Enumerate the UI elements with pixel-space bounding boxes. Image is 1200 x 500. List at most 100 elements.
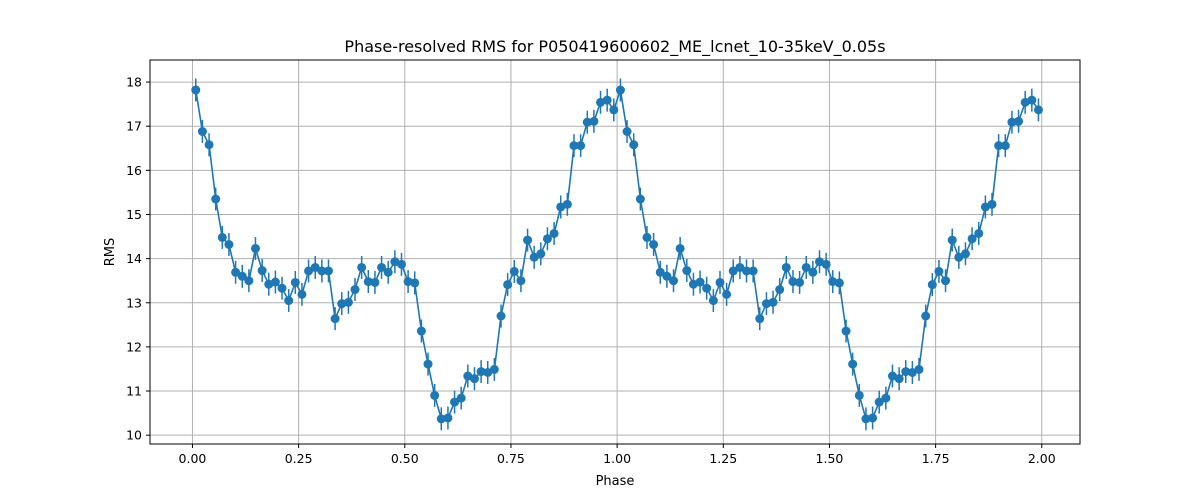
data-point [396,259,406,269]
y-tick-label: 16 [126,163,142,178]
data-point [516,276,526,286]
data-point [197,127,207,137]
data-point [323,266,333,276]
data-point [410,278,420,288]
data-point [1027,95,1037,105]
data-point [788,277,798,287]
data-point [954,252,964,262]
x-tick-label: 1.25 [709,451,737,466]
data-point [994,141,1004,151]
data-point [768,297,778,307]
data-point [1007,117,1017,127]
data-point [377,262,387,272]
data-point [642,232,652,242]
data-point [921,311,931,321]
x-tick-label: 0.50 [391,451,419,466]
data-point [430,390,440,400]
data-point [224,239,234,249]
grid [150,60,1080,444]
data-point [669,276,679,286]
data-point [655,267,665,277]
data-point [881,393,891,403]
data-point [317,266,327,276]
data-point [489,364,499,374]
data-point [662,271,672,281]
data-point [310,262,320,272]
data-point [436,414,446,424]
x-tick-label: 1.00 [603,451,631,466]
data-point [270,277,280,287]
data-point [496,311,506,321]
data-point [675,243,685,253]
data-point [987,199,997,209]
data-point [622,127,632,137]
data-point [304,266,314,276]
data-point [1014,116,1024,126]
x-tick-label: 2.00 [1028,451,1056,466]
data-point [1033,105,1043,115]
data-point [217,232,227,242]
data-point [370,277,380,287]
data-point [589,116,599,126]
data-point [715,277,725,287]
data-point [343,297,353,307]
data-point [450,397,460,407]
data-point [523,235,533,245]
x-tick-label: 0.25 [285,451,313,466]
data-point [244,276,254,286]
plot-frame [149,59,1081,445]
data-point [357,262,367,272]
y-tick-label: 11 [126,384,142,399]
data-point [456,393,466,403]
data-point [350,285,360,295]
data-point [941,276,951,286]
data-point [960,249,970,259]
y-axis: 10 11 12 13 14 15 16 17 18 [126,75,150,443]
data-point [330,314,340,324]
data-point [695,277,705,287]
data-point [861,414,871,424]
data-point [722,289,732,299]
data-point [748,266,758,276]
data-point [728,266,738,276]
data-point [503,280,513,290]
data-point [609,105,619,115]
x-tick-label: 0.75 [497,451,525,466]
data-point [795,277,805,287]
data-point [635,194,645,204]
y-tick-label: 14 [126,251,142,266]
data-point [901,367,911,377]
data-point [934,266,944,276]
data-point [363,277,373,287]
data-point [894,374,904,384]
data-point [211,194,221,204]
data-point [277,283,287,293]
data-point [682,266,692,276]
data-point [974,228,984,238]
data-point [808,267,818,277]
data-point [874,397,884,407]
data-point [576,141,586,151]
x-axis: 0.00 0.25 0.50 0.75 1.00 1.25 1.50 1.75 2.00 [179,444,1056,466]
data-point [416,326,426,336]
x-tick-label: 1.75 [922,451,950,466]
data-point [562,199,572,209]
data-point [735,262,745,272]
x-tick-label: 1.50 [816,451,844,466]
data-point [1000,141,1010,151]
y-tick-label: 10 [126,428,142,443]
y-tick-label: 13 [126,295,142,310]
data-point [702,283,712,293]
y-tick-label: 17 [126,119,142,134]
data-point [781,262,791,272]
data-point [629,140,639,150]
data-point [469,374,479,384]
chart-title: Phase-resolved RMS for P050419600602_ME_… [344,37,885,57]
data-point [914,364,924,374]
data-point [947,235,957,245]
data-point [834,278,844,288]
y-tick-label: 18 [126,75,142,90]
data-point [967,234,977,244]
data-point [615,85,625,95]
